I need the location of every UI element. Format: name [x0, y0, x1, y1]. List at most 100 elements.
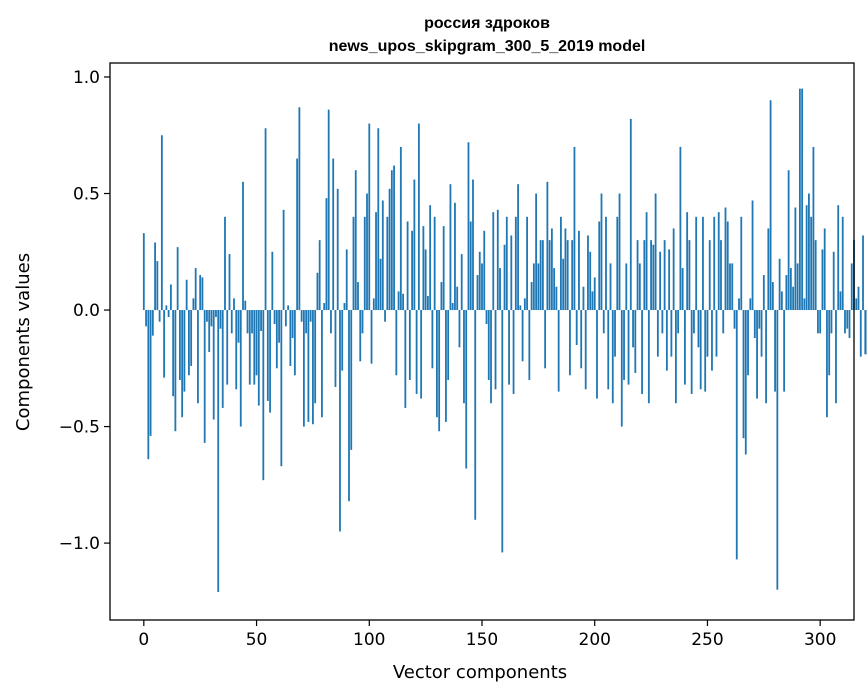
- bar: [625, 263, 628, 311]
- bar: [557, 310, 560, 392]
- bar: [864, 310, 867, 355]
- bar: [735, 310, 738, 560]
- bar: [672, 228, 675, 311]
- bar: [142, 233, 145, 311]
- bar: [503, 244, 506, 311]
- bar: [708, 240, 711, 311]
- bar: [321, 310, 323, 418]
- bar: [756, 310, 758, 399]
- y-tick-label: −1.0: [59, 534, 100, 554]
- bar: [826, 310, 828, 418]
- bar: [366, 193, 368, 311]
- bar: [330, 310, 332, 334]
- bar: [289, 310, 292, 366]
- bar: [510, 235, 513, 311]
- x-tick-label: 150: [466, 630, 498, 650]
- bar: [575, 310, 578, 345]
- bar: [287, 305, 290, 311]
- bar: [474, 310, 477, 520]
- bar: [652, 244, 655, 311]
- bar: [643, 240, 646, 311]
- bar: [278, 310, 280, 343]
- bar: [647, 310, 650, 404]
- bar: [165, 305, 168, 311]
- bar: [553, 268, 556, 311]
- y-axis-label: Components values: [13, 253, 34, 431]
- bar: [381, 200, 384, 311]
- bar: [305, 310, 308, 334]
- bar: [668, 249, 671, 311]
- bar: [654, 193, 657, 311]
- bar: [323, 303, 326, 311]
- bar: [300, 310, 303, 322]
- bar: [808, 193, 810, 311]
- bar: [526, 216, 528, 311]
- bar: [476, 275, 479, 311]
- bar: [158, 310, 161, 322]
- bar: [846, 310, 849, 329]
- bar: [156, 261, 159, 311]
- bar: [420, 310, 423, 399]
- bar: [395, 310, 398, 376]
- bar: [762, 275, 765, 311]
- bar: [424, 249, 427, 311]
- bar: [494, 310, 497, 390]
- bar: [798, 88, 801, 311]
- bar: [147, 310, 150, 460]
- bar: [248, 310, 251, 385]
- bar: [789, 268, 792, 311]
- bar: [550, 228, 553, 311]
- bar: [176, 247, 179, 311]
- bar: [564, 228, 567, 311]
- bar: [242, 181, 244, 311]
- bar: [724, 207, 727, 311]
- bar: [517, 184, 519, 311]
- bar: [641, 310, 643, 394]
- bar: [172, 310, 175, 397]
- bar: [776, 310, 779, 590]
- bar: [611, 310, 614, 404]
- bar: [442, 226, 445, 311]
- bar: [817, 310, 819, 334]
- chart-title: россия здроков: [424, 15, 550, 32]
- bar: [449, 184, 452, 311]
- bar: [384, 310, 386, 322]
- bar: [512, 310, 515, 394]
- bar: [638, 263, 641, 311]
- bar: [251, 310, 253, 334]
- bar: [528, 310, 531, 380]
- bar: [174, 310, 177, 432]
- bar: [431, 310, 434, 369]
- bar: [454, 202, 456, 311]
- y-tick-label: −0.5: [59, 418, 100, 438]
- plot-frame: [109, 62, 855, 621]
- bar: [399, 146, 402, 311]
- bar: [787, 170, 790, 311]
- bar: [325, 198, 328, 311]
- bar: [160, 135, 163, 311]
- bar: [792, 286, 795, 311]
- bar: [663, 240, 666, 311]
- bar: [814, 240, 817, 311]
- bar: [837, 205, 840, 311]
- bar: [352, 216, 355, 311]
- bar: [620, 310, 623, 427]
- bar: [163, 310, 166, 378]
- bar: [478, 251, 481, 311]
- bar: [433, 216, 436, 311]
- bar: [463, 310, 465, 404]
- bar: [363, 216, 366, 311]
- chart-subtitle: news_upos_skipgram_300_5_2019 model: [329, 38, 646, 55]
- bar: [314, 310, 317, 404]
- bar: [312, 310, 314, 425]
- bar: [386, 216, 389, 311]
- bar: [578, 230, 580, 311]
- bar: [208, 310, 211, 352]
- bar: [753, 310, 756, 339]
- bar: [456, 286, 459, 311]
- bar: [465, 310, 468, 469]
- bar: [357, 282, 359, 311]
- bar: [569, 310, 571, 376]
- bar: [199, 275, 202, 311]
- bar: [521, 310, 524, 362]
